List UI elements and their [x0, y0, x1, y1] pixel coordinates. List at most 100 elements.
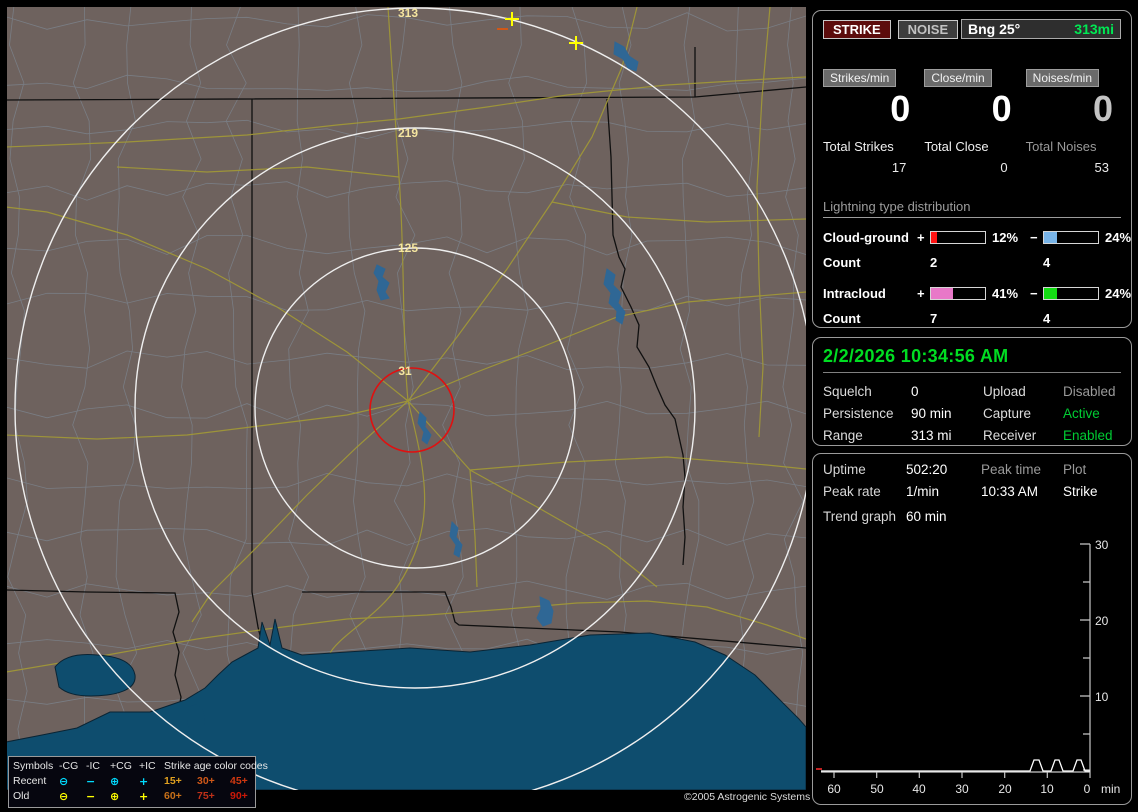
total-noises-label: Total Noises: [1025, 139, 1097, 154]
range-value: 313mi: [1074, 21, 1114, 37]
graph-axes: [821, 543, 1091, 778]
squelch-label: Squelch: [823, 384, 872, 399]
minus-sign: −: [1030, 286, 1038, 301]
bearing-range-readout: Bng 25° 313mi: [961, 19, 1121, 39]
cloud-ground-row: Cloud-ground + 12% − 24%: [823, 230, 1131, 245]
lakes-rivers: [373, 41, 639, 627]
strike-symbol-plus-ic: [505, 12, 519, 26]
svg-text:20: 20: [1095, 614, 1109, 628]
peak-time-value: 10:33 AM: [981, 484, 1039, 499]
peak-time-label: Peak time: [981, 462, 1042, 477]
trend-panel: Uptime 502:20 Peak time Plot Peak rate 1…: [812, 453, 1132, 805]
noises-per-min-chip: Noises/min: [1025, 69, 1100, 87]
svg-text:60: 60: [827, 782, 841, 796]
map-legend: Symbols -CG -IC +CG +IC Strike age color…: [8, 756, 268, 808]
strike-mode-button[interactable]: STRIKE: [823, 19, 891, 39]
receiver-value: Enabled: [1063, 428, 1113, 443]
legend-col-neg-ic: -IC: [86, 760, 100, 772]
range-label: Range: [823, 428, 863, 443]
bearing-value: Bng 25°: [968, 21, 1021, 37]
strikes-per-min-value: 0: [890, 88, 911, 129]
trend-graph-label: Trend graph: [823, 509, 897, 524]
close-alarm-ring: [369, 367, 455, 453]
cg-minus-count: 4: [1043, 255, 1051, 270]
total-strikes-value: 17: [891, 160, 907, 175]
strike-symbol-plus-ic: [569, 36, 583, 50]
ic-minus-count: 4: [1043, 311, 1051, 326]
old-cg-plus-icon: ⊕: [110, 790, 120, 803]
age-code-75: 75+: [197, 790, 215, 802]
squelch-value: 0: [911, 384, 919, 399]
recent-ic-minus-icon: −: [86, 775, 96, 788]
noises-per-min-value: 0: [1092, 88, 1113, 129]
strikes-per-min-chip: Strikes/min: [823, 69, 897, 87]
upload-label: Upload: [983, 384, 1026, 399]
range-ring-label: 219: [398, 126, 418, 140]
range-setting-value: 313 mi: [911, 428, 952, 443]
peak-rate-value: 1/min: [906, 484, 940, 499]
range-ring-label: 313: [398, 7, 418, 20]
cloud-ground-count-row: Count 2 4: [823, 255, 1121, 270]
total-noises-value: 53: [1094, 160, 1109, 175]
svg-text:40: 40: [912, 782, 926, 796]
ic-minus-pct: 24%: [1105, 286, 1132, 301]
plot-label: Plot: [1063, 462, 1087, 477]
total-close-label: Total Close: [924, 139, 989, 154]
total-strikes-label: Total Strikes: [823, 139, 894, 154]
legend-age-title: Strike age color codes: [164, 760, 268, 772]
datetime-display: 2/2/2026 10:34:56 AM: [823, 346, 1121, 373]
old-ic-plus-icon: +: [139, 790, 149, 803]
peak-rate-label: Peak rate: [823, 484, 881, 499]
trend-line: [821, 759, 1090, 772]
intracloud-row: Intracloud + 41% − 24%: [823, 286, 1131, 301]
plus-sign: +: [917, 286, 925, 301]
strike-trend-graph: 30 20 10 60 50 40 30 20 10 0 min: [816, 538, 1120, 796]
count-label: Count: [823, 255, 861, 270]
range-ring-labels: 313 219 125 31: [398, 7, 418, 378]
total-close-value: 0: [1000, 160, 1008, 175]
age-code-90: 90+: [230, 790, 248, 802]
distribution-title: Lightning type distribution: [823, 199, 1121, 218]
svg-text:30: 30: [955, 782, 969, 796]
uptime-label: Uptime: [823, 462, 866, 477]
close-per-min-value: 0: [991, 88, 1012, 129]
svg-text:10: 10: [1095, 690, 1109, 704]
age-code-30: 30+: [197, 775, 215, 787]
cg-plus-count: 2: [930, 255, 938, 270]
ic-minus-bar: [1043, 287, 1099, 300]
age-code-60: 60+: [164, 790, 182, 802]
close-per-min-chip: Close/min: [924, 69, 992, 87]
recent-cg-plus-icon: ⊕: [110, 775, 120, 788]
y-axis-labels: 30 20 10: [1095, 538, 1109, 704]
legend-col-neg-cg: -CG: [59, 760, 79, 772]
cg-plus-pct: 12%: [992, 230, 1019, 245]
range-ring-label: 31: [398, 364, 412, 378]
plotted-strikes: [497, 12, 583, 50]
legend-recent-label: Recent: [13, 775, 47, 787]
capture-value: Active: [1063, 406, 1100, 421]
strikes-counter: Strikes/min 0 Total Strikes 17: [823, 69, 918, 175]
age-code-15: 15+: [164, 775, 182, 787]
noise-mode-button[interactable]: NOISE: [897, 19, 959, 39]
old-ic-minus-icon: −: [86, 790, 96, 803]
minus-sign: −: [1030, 230, 1038, 245]
storm-map[interactable]: 313 219 125 31: [7, 7, 806, 790]
roads: [7, 7, 806, 673]
svg-text:30: 30: [1095, 538, 1109, 552]
svg-text:10: 10: [1040, 782, 1054, 796]
receiver-label: Receiver: [983, 428, 1037, 443]
cg-minus-pct: 24%: [1105, 230, 1132, 245]
capture-label: Capture: [983, 406, 1032, 421]
persistence-value: 90 min: [911, 406, 952, 421]
svg-text:20: 20: [998, 782, 1012, 796]
plus-sign: +: [917, 230, 925, 245]
x-axis-labels: 60 50 40 30 20 10 0 min: [827, 782, 1120, 796]
noises-counter: Noises/min 0 Total Noises 53: [1025, 69, 1121, 175]
ic-plus-count: 7: [930, 311, 938, 326]
strike-stats-panel: STRIKE NOISE Bng 25° 313mi Strikes/min 0…: [812, 10, 1132, 328]
intracloud-count-row: Count 7 4: [823, 311, 1121, 326]
legend-old-label: Old: [13, 790, 30, 802]
plot-type-value: Strike: [1063, 484, 1098, 499]
trend-window-value: 60 min: [906, 509, 947, 524]
legend-col-pos-cg: +CG: [110, 760, 132, 772]
